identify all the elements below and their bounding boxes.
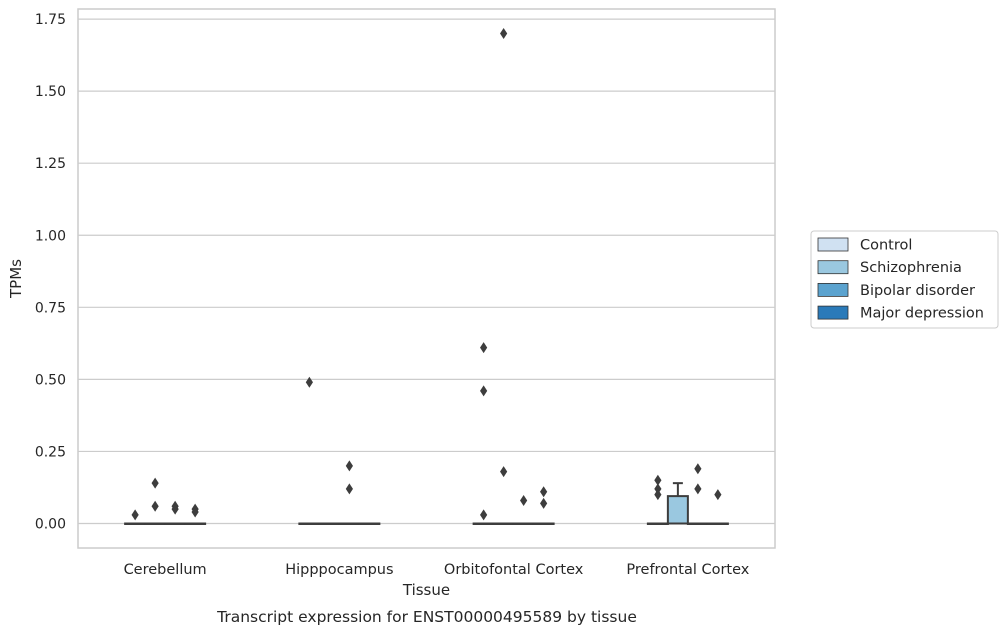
outlier-point bbox=[540, 497, 548, 509]
box-major-depression bbox=[532, 522, 555, 525]
box-major-depression bbox=[358, 522, 381, 525]
y-tick-label: 0.00 bbox=[35, 517, 66, 533]
y-tick-label: 0.75 bbox=[35, 300, 66, 316]
box-major-depression bbox=[184, 522, 207, 525]
y-tick-label: 0.50 bbox=[35, 372, 66, 388]
chart-caption: Transcript expression for ENST0000049558… bbox=[216, 608, 637, 626]
outlier-point bbox=[500, 28, 508, 39]
y-tick-label: 1.50 bbox=[35, 84, 66, 100]
x-axis-ticks: Cerebellum Hipppocampus Orbitofontal Corte… bbox=[124, 562, 750, 578]
box-bipolar-disorder bbox=[338, 522, 361, 525]
outlier-points bbox=[131, 28, 722, 521]
outlier-point bbox=[500, 466, 508, 478]
outlier-point bbox=[654, 474, 662, 486]
legend-swatch bbox=[817, 282, 849, 297]
x-tick-label: Orbitofontal Cortex bbox=[444, 562, 584, 578]
box-schizophrenia bbox=[492, 522, 515, 525]
y-axis-ticks: 0.00 0.25 0.50 0.75 1.00 1.25 1.50 1.75 bbox=[35, 12, 66, 532]
y-tick-label: 1.00 bbox=[35, 228, 66, 244]
box-control bbox=[472, 522, 495, 525]
outlier-point bbox=[305, 376, 313, 388]
box-bipolar-disorder bbox=[512, 522, 535, 525]
x-tick-label: Hipppocampus bbox=[285, 562, 393, 578]
outlier-point bbox=[480, 385, 488, 397]
legend-swatch bbox=[817, 260, 849, 275]
outlier-point bbox=[151, 500, 159, 512]
outlier-point bbox=[345, 483, 353, 495]
boxes bbox=[124, 482, 729, 525]
box-schizophrenia bbox=[144, 522, 167, 525]
box-body bbox=[666, 495, 689, 525]
legend: Control Schizophrenia Bipolar disorder Majo… bbox=[810, 230, 999, 329]
box-schizophrenia bbox=[318, 522, 341, 525]
outlier-point bbox=[694, 463, 702, 475]
legend-label: Schizophrenia bbox=[860, 260, 962, 276]
y-tick-label: 1.75 bbox=[35, 12, 66, 28]
legend-label: Major depression bbox=[860, 306, 984, 322]
grid-lines bbox=[78, 18, 775, 525]
plot-frame bbox=[77, 8, 776, 549]
legend-swatch bbox=[817, 237, 849, 252]
outlier-point bbox=[171, 503, 179, 515]
outlier-point bbox=[540, 486, 548, 498]
legend-swatch bbox=[817, 305, 849, 320]
y-axis-label: TPMs bbox=[7, 259, 25, 299]
outlier-point bbox=[714, 489, 722, 501]
outlier-point bbox=[191, 506, 199, 518]
outlier-point bbox=[480, 509, 488, 521]
box-control bbox=[124, 522, 147, 525]
outlier-point bbox=[520, 494, 528, 506]
outlier-point bbox=[480, 342, 488, 354]
box-control bbox=[646, 522, 669, 525]
box-control bbox=[298, 522, 321, 525]
legend-label: Bipolar disorder bbox=[860, 283, 975, 299]
x-tick-label: Cerebellum bbox=[124, 562, 207, 578]
y-tick-label: 0.25 bbox=[35, 444, 66, 460]
outlier-point bbox=[694, 483, 702, 495]
outlier-point bbox=[654, 483, 662, 495]
x-tick-label: Prefrontal Cortex bbox=[626, 562, 749, 578]
legend-label: Control bbox=[860, 238, 912, 254]
outlier-point bbox=[151, 477, 159, 489]
box-bipolar-disorder bbox=[686, 522, 709, 525]
outlier-point bbox=[131, 509, 139, 521]
outlier-point bbox=[654, 489, 662, 501]
box-schizophrenia bbox=[666, 482, 689, 525]
outlier-point bbox=[345, 460, 353, 472]
box-bipolar-disorder bbox=[164, 522, 187, 525]
x-axis-label: Tissue bbox=[402, 581, 450, 599]
y-tick-label: 1.25 bbox=[35, 156, 66, 172]
legend-frame bbox=[810, 230, 999, 329]
box-major-depression bbox=[706, 522, 729, 525]
